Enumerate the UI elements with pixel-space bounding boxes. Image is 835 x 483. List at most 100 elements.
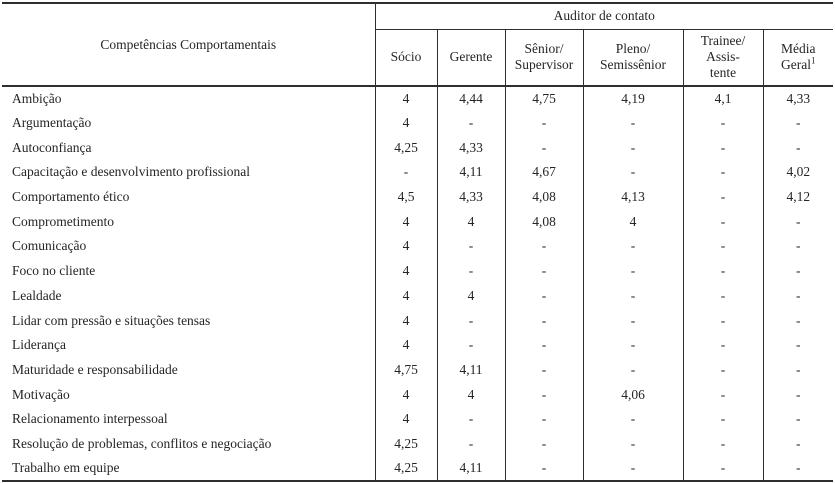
competency-label: Relacionamento interpessoal xyxy=(12,411,168,427)
value-cell: 4 xyxy=(374,406,437,432)
value-cell: 4,12 xyxy=(762,184,834,210)
value-cell: - xyxy=(436,431,505,457)
column-header-row: Sócio Gerente Sênior/Supervisor Pleno/Semis… xyxy=(2,29,834,87)
table-row: Lidar com pressão e situações tensas 4- - -… xyxy=(2,308,834,333)
value-cell: - xyxy=(682,209,763,235)
value-cell: - xyxy=(682,283,763,309)
value-cell: 4,1 xyxy=(682,86,763,111)
value-cell: 4 xyxy=(436,209,505,235)
value-cell: - xyxy=(682,160,763,185)
table-row: Trabalho em equipe 4,25 4,11- - - - xyxy=(2,456,834,481)
group-header: Auditor de contato xyxy=(374,3,834,30)
value-cell: 4,25 xyxy=(374,135,437,161)
value-cell: - xyxy=(682,332,763,358)
value-cell: 4,33 xyxy=(762,86,834,111)
value-cell: 4 xyxy=(374,382,437,407)
value-cell: 4,06 xyxy=(582,382,683,407)
value-cell: - xyxy=(682,406,763,432)
value-cell: 4,44 xyxy=(436,86,505,111)
value-cell: - xyxy=(436,258,505,284)
competency-label: Comunicação xyxy=(12,238,87,254)
table-row: Capacitação e desenvolvimento profission… xyxy=(2,160,834,185)
competency-label: Motivação xyxy=(12,386,70,402)
value-cell: - xyxy=(762,258,834,284)
column-header: Gerente xyxy=(436,29,505,87)
value-cell: - xyxy=(504,332,583,358)
value-cell: 4,11 xyxy=(436,160,505,185)
value-cell: - xyxy=(582,332,683,358)
value-cell: - xyxy=(436,406,505,432)
value-cell: - xyxy=(504,258,583,284)
value-cell: - xyxy=(762,135,834,161)
value-cell: 4,11 xyxy=(436,456,505,481)
competency-label: Capacitação e desenvolvimento profission… xyxy=(12,164,251,180)
value-cell: 4,25 xyxy=(374,456,437,481)
value-cell: - xyxy=(436,308,505,333)
value-cell: - xyxy=(762,110,834,136)
value-cell: - xyxy=(762,406,834,432)
value-cell: - xyxy=(762,308,834,333)
value-cell: - xyxy=(682,431,763,457)
value-cell: 4 xyxy=(582,209,683,235)
table-row: Foco no cliente 4- - - - - xyxy=(2,258,834,284)
value-cell: - xyxy=(504,456,583,481)
value-cell: - xyxy=(504,382,583,407)
competency-label: Ambição xyxy=(12,90,62,106)
value-cell: - xyxy=(682,382,763,407)
value-cell: 4 xyxy=(436,382,505,407)
value-cell: 4 xyxy=(374,258,437,284)
competency-label: Foco no cliente xyxy=(12,263,96,279)
table-row: Motivação 4 4-4,06- - xyxy=(2,382,834,407)
table-row: Autoconfiança 4,25 4,33- - - - xyxy=(2,135,834,161)
competency-label: Lealdade xyxy=(12,287,62,303)
competency-label: Lidar com pressão e situações tensas xyxy=(12,312,211,328)
table-row: Liderança 4- - - - - xyxy=(2,332,834,358)
value-cell: 4,08 xyxy=(504,209,583,235)
value-cell: - xyxy=(504,234,583,259)
table-row: Comportamento ético 4,5 4,33 4,08 4,13-4,12 xyxy=(2,184,834,210)
value-cell: - xyxy=(682,110,763,136)
value-cell: - xyxy=(504,431,583,457)
value-cell: - xyxy=(582,357,683,383)
table-row: Lealdade 4 4- - - - xyxy=(2,283,834,309)
value-cell: 4 xyxy=(436,283,505,309)
value-cell: 4 xyxy=(374,234,437,259)
value-cell: - xyxy=(504,110,583,136)
value-cell: - xyxy=(582,110,683,136)
table-row: Comprometimento 4 4 4,08 4- - xyxy=(2,209,834,235)
value-cell: - xyxy=(436,332,505,358)
value-cell: - xyxy=(504,357,583,383)
value-cell: - xyxy=(504,308,583,333)
value-cell: - xyxy=(582,283,683,309)
value-cell: 4,33 xyxy=(436,135,505,161)
value-cell: 4,25 xyxy=(374,431,437,457)
value-cell: - xyxy=(682,308,763,333)
table-body: Ambição 4 4,44 4,75 4,19 4,1 4,33 Argumentação 4… xyxy=(2,86,834,481)
column-header: Média Geral1 xyxy=(762,29,834,87)
value-cell: 4,5 xyxy=(374,184,437,210)
value-cell: - xyxy=(762,431,834,457)
column-header: Trainee/Assis-tente xyxy=(682,29,763,87)
value-cell: - xyxy=(762,456,834,481)
value-cell: - xyxy=(762,209,834,235)
competency-label: Liderança xyxy=(12,337,66,353)
table-row: Relacionamento interpessoal 4- - - - - xyxy=(2,406,834,432)
value-cell: - xyxy=(762,283,834,309)
value-cell: 4 xyxy=(374,209,437,235)
value-cell: - xyxy=(582,308,683,333)
value-cell: - xyxy=(762,382,834,407)
competency-label: Maturidade e responsabilidade xyxy=(12,361,178,377)
competency-label: Resolução de problemas, conflitos e nego… xyxy=(12,435,272,451)
value-cell: 4,13 xyxy=(582,184,683,210)
competency-label: Autoconfiança xyxy=(12,139,92,155)
value-cell: - xyxy=(374,160,437,185)
value-cell: - xyxy=(682,234,763,259)
competency-label: Argumentação xyxy=(12,115,92,131)
value-cell: - xyxy=(582,258,683,284)
value-cell: 4 xyxy=(374,283,437,309)
value-cell: 4 xyxy=(374,86,437,111)
column-header: Pleno/Semissênior xyxy=(582,29,683,87)
value-cell: - xyxy=(682,456,763,481)
value-cell: - xyxy=(582,234,683,259)
